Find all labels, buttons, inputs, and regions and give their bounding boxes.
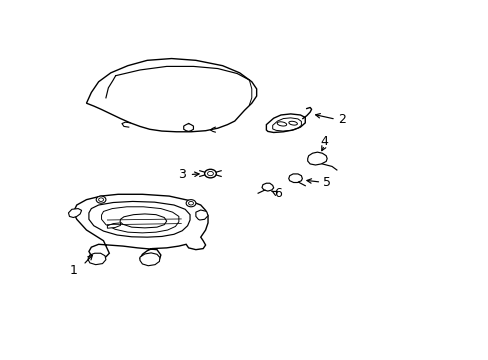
Polygon shape [196, 210, 207, 220]
Text: 4: 4 [320, 135, 328, 148]
Polygon shape [68, 208, 81, 217]
Polygon shape [266, 114, 305, 132]
Circle shape [188, 202, 193, 205]
Circle shape [99, 198, 103, 202]
Circle shape [204, 169, 216, 178]
Circle shape [96, 196, 106, 203]
Text: 1: 1 [69, 264, 77, 276]
Text: 6: 6 [274, 187, 282, 200]
Polygon shape [86, 59, 256, 132]
Polygon shape [88, 253, 106, 265]
Text: 3: 3 [178, 168, 186, 181]
Polygon shape [102, 207, 179, 233]
Polygon shape [307, 152, 326, 165]
Polygon shape [120, 214, 166, 228]
Polygon shape [288, 174, 302, 183]
Text: 2: 2 [337, 113, 345, 126]
Polygon shape [262, 183, 273, 191]
Polygon shape [89, 202, 190, 237]
Circle shape [186, 200, 196, 207]
Polygon shape [107, 223, 120, 228]
Polygon shape [140, 253, 160, 266]
Text: 5: 5 [323, 176, 330, 189]
Polygon shape [73, 194, 207, 264]
Circle shape [207, 171, 213, 176]
